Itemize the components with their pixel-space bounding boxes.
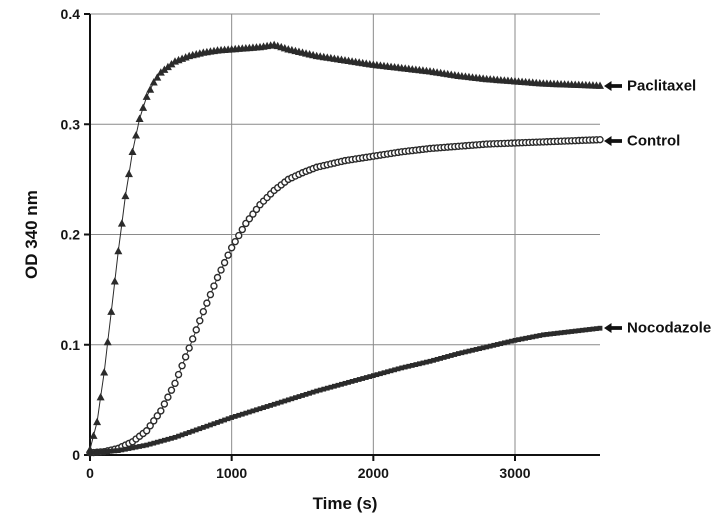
x-tick-label: 1000 [216,465,247,481]
series-paclitaxel [86,40,604,453]
y-tick-label: 0.2 [61,227,81,243]
x-tick-label: 0 [86,465,94,481]
y-tick-label: 0.1 [61,337,81,353]
y-tick-label: 0.4 [61,6,81,22]
series-control [86,135,604,457]
series-nocodazole [87,325,603,456]
x-tick-label: 3000 [499,465,530,481]
y-tick-label: 0.3 [61,116,81,132]
y-tick-label: 0 [72,447,80,463]
x-tick-label: 2000 [358,465,389,481]
x-axis-label: Time (s) [312,494,378,513]
